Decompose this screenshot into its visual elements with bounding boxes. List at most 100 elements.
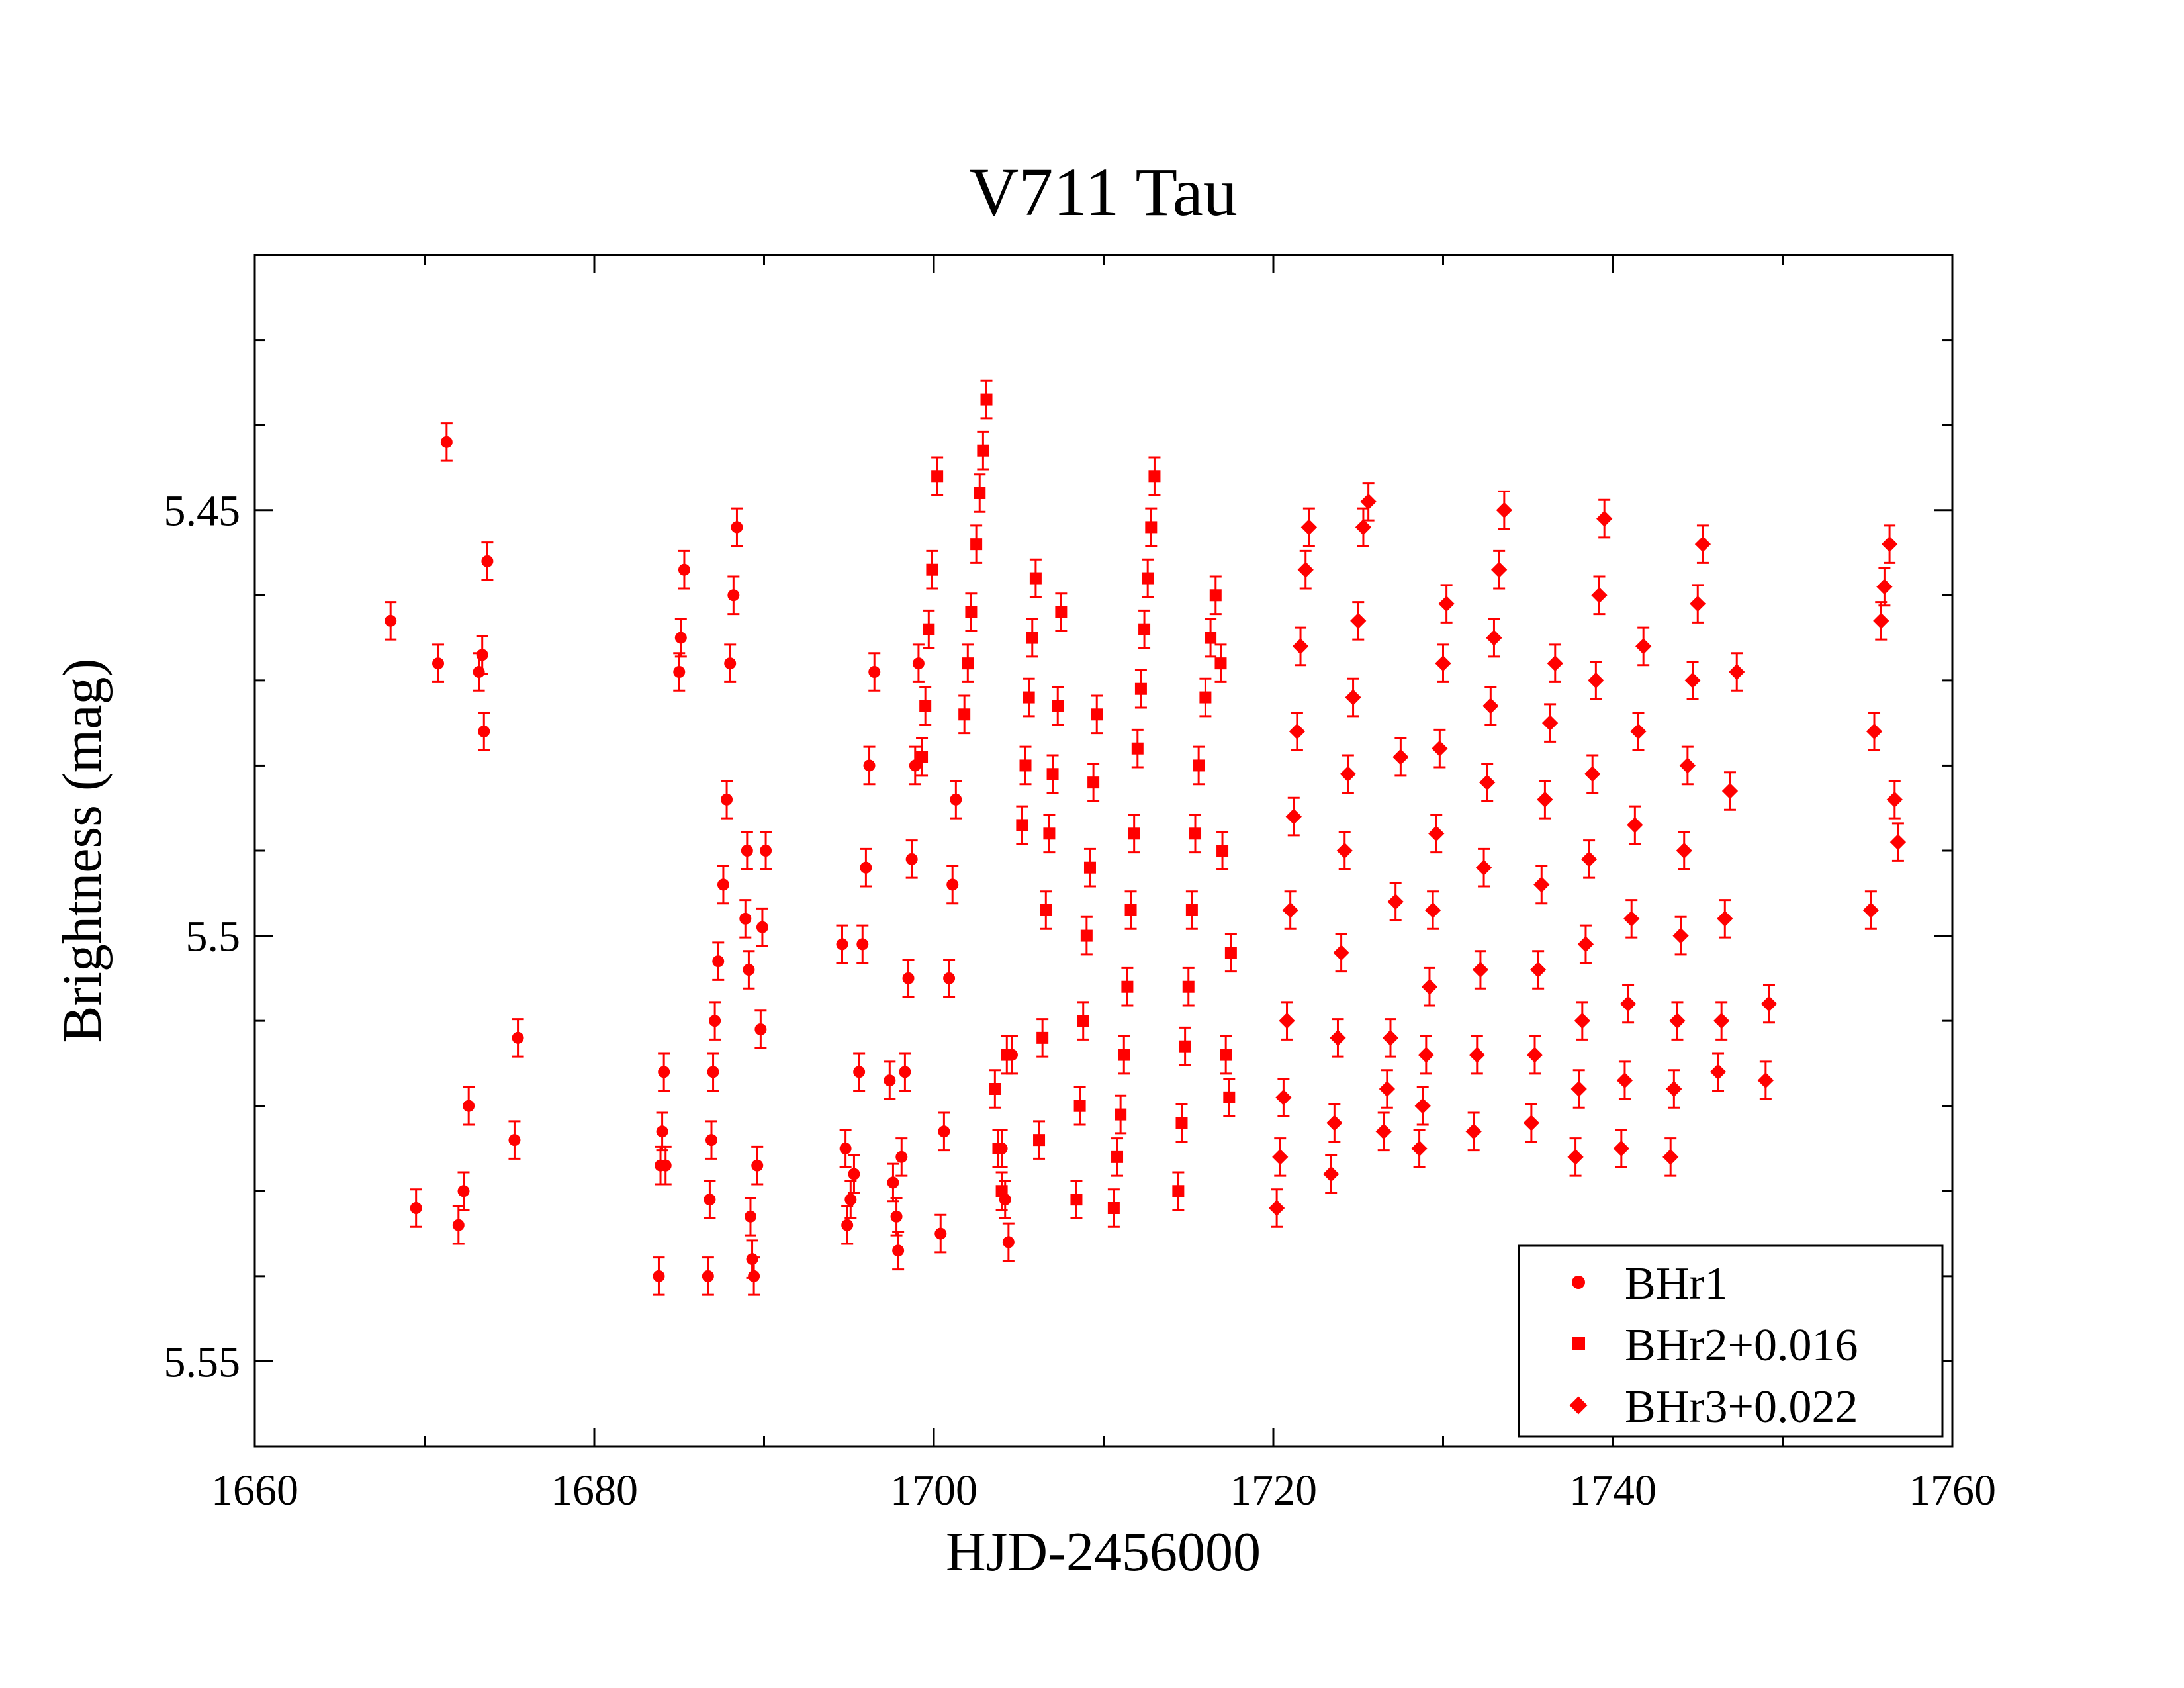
data-point-series-3 <box>1411 1140 1428 1157</box>
data-point-series-3 <box>1591 587 1608 604</box>
data-point-series-3 <box>1482 698 1499 714</box>
data-point-series-2 <box>1209 589 1222 602</box>
data-point-series-1 <box>385 614 397 627</box>
data-point-series-3 <box>1414 1098 1431 1114</box>
data-point-series-2 <box>1148 470 1161 483</box>
data-point-series-3 <box>1694 536 1711 553</box>
data-point-series-2 <box>1138 623 1151 635</box>
data-point-series-3 <box>1340 766 1357 782</box>
data-point-series-3 <box>1529 961 1547 978</box>
data-point-series-3 <box>1330 1029 1346 1047</box>
y-axis-label: Brightness (mag) <box>52 659 113 1043</box>
data-point-series-3 <box>1630 723 1647 740</box>
data-point-series-3 <box>1486 630 1502 646</box>
data-point-series-2 <box>1073 1100 1086 1112</box>
data-point-series-1 <box>476 649 488 661</box>
data-point-series-2 <box>1118 1049 1130 1061</box>
data-point-series-1 <box>712 955 725 968</box>
data-point-series-1 <box>478 726 490 737</box>
data-point-series-2 <box>1016 819 1028 831</box>
data-point-series-2 <box>1077 1015 1089 1027</box>
data-point-series-3 <box>1627 817 1643 833</box>
legend-markers <box>1569 1276 1588 1415</box>
data-point-series-3 <box>1297 561 1314 578</box>
data-point-series-3 <box>1662 1149 1679 1166</box>
data-point-series-2 <box>1052 700 1064 712</box>
data-point-series-3 <box>1285 808 1302 825</box>
data-point-series-3 <box>1292 638 1309 655</box>
data-point-series-1 <box>751 1159 764 1172</box>
data-point-series-1 <box>746 1253 758 1266</box>
data-point-series-2 <box>1036 1031 1049 1044</box>
data-point-series-3 <box>1275 1089 1292 1106</box>
data-point-series-2 <box>1124 904 1137 916</box>
data-point-series-2 <box>974 487 986 499</box>
data-point-series-1 <box>705 1134 717 1147</box>
data-marks <box>385 379 1907 1296</box>
data-point-series-1 <box>727 589 740 602</box>
data-point-series-1 <box>895 1150 908 1163</box>
data-point-series-1 <box>848 1168 860 1180</box>
data-point-series-3 <box>1387 893 1404 910</box>
x-axis-label: HJD-2456000 <box>946 1521 1261 1583</box>
data-point-series-2 <box>1172 1185 1185 1197</box>
data-point-series-2 <box>1134 682 1147 695</box>
legend-box <box>1518 1244 1944 1438</box>
data-point-series-3 <box>1472 961 1489 978</box>
data-point-series-1 <box>704 1194 716 1206</box>
data-point-series-3 <box>1889 833 1907 851</box>
data-point-series-1 <box>731 521 743 534</box>
data-point-series-3 <box>1729 663 1745 680</box>
data-point-series-1 <box>887 1176 899 1189</box>
data-point-series-3 <box>1721 782 1739 800</box>
data-point-series-1 <box>754 1023 767 1035</box>
data-point-series-2 <box>1175 1117 1188 1129</box>
data-point-series-3 <box>1574 1012 1590 1029</box>
data-point-series-1 <box>853 1066 866 1078</box>
data-point-series-1 <box>741 845 753 857</box>
data-point-series-3 <box>1392 749 1409 765</box>
data-point-series-3 <box>1496 502 1512 518</box>
data-point-series-2 <box>970 538 983 551</box>
x-tick-label: 1720 <box>1230 1466 1317 1515</box>
data-point-series-3 <box>1268 1199 1285 1217</box>
data-point-series-2 <box>965 606 978 618</box>
data-point-series-1 <box>760 845 772 857</box>
x-tick-label: 1760 <box>1909 1466 1996 1515</box>
data-point-series-1 <box>912 657 925 670</box>
data-point-series-1 <box>702 1270 714 1282</box>
data-point-series-3 <box>1428 825 1445 842</box>
data-point-series-3 <box>1345 689 1361 706</box>
data-point-series-3 <box>1616 1072 1633 1089</box>
data-point-series-3 <box>1635 638 1652 655</box>
data-point-series-2 <box>1107 1202 1120 1214</box>
data-point-series-2 <box>1199 691 1212 704</box>
data-point-series-2 <box>1055 606 1068 618</box>
data-point-series-1 <box>892 1244 905 1257</box>
data-point-series-3 <box>1669 1012 1686 1029</box>
data-point-series-3 <box>1666 1080 1682 1098</box>
data-point-series-1 <box>674 632 687 644</box>
data-point-series-3 <box>1282 902 1298 919</box>
data-point-series-3 <box>1679 757 1696 774</box>
data-point-series-3 <box>1623 910 1640 927</box>
data-point-series-3 <box>1424 902 1441 919</box>
data-point-series-1 <box>707 1066 719 1078</box>
data-point-series-1 <box>856 938 869 951</box>
data-point-series-1 <box>860 861 872 874</box>
x-tick-label: 1700 <box>890 1466 978 1515</box>
data-point-series-3 <box>1432 740 1448 757</box>
data-point-series-2 <box>977 444 989 457</box>
data-point-series-3 <box>1690 595 1706 612</box>
y-tick-label: 5.5 <box>186 913 241 961</box>
data-point-series-1 <box>836 938 848 951</box>
data-point-series-3 <box>1577 936 1594 953</box>
data-point-series-2 <box>1023 691 1035 704</box>
legend-marker-series-3 <box>1569 1396 1588 1415</box>
data-point-series-2 <box>926 563 938 576</box>
data-point-series-1 <box>863 759 876 772</box>
data-point-series-2 <box>1223 1091 1236 1103</box>
data-point-series-2 <box>1179 1040 1191 1053</box>
data-point-series-3 <box>1526 1047 1543 1063</box>
legend-label-bhr1: BHr1 <box>1625 1258 1728 1309</box>
